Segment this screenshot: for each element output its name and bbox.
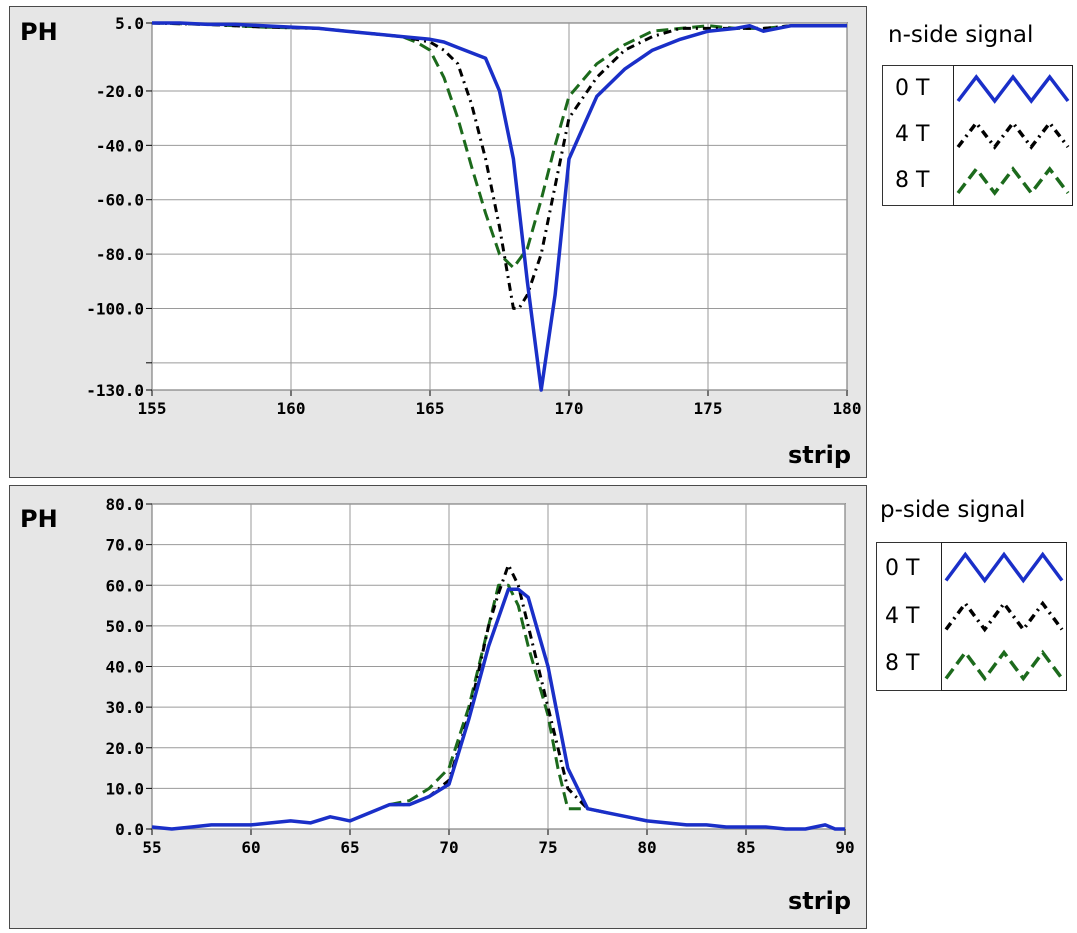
top-ytick-label: -100.0 xyxy=(86,299,144,318)
top-xtick-label: 175 xyxy=(694,399,723,418)
top-xtick-label: 160 xyxy=(277,399,306,418)
top-y-axis-label: PH xyxy=(20,18,58,46)
bottom-ytick-label: 80.0 xyxy=(105,495,144,514)
bottom-series-8-t xyxy=(389,583,608,815)
top-x-axis-label: strip xyxy=(788,441,851,469)
top-series-0-t xyxy=(152,21,847,392)
top-legend-swatch-frame xyxy=(953,65,1073,206)
legend-label-4t: 4 T xyxy=(895,122,930,147)
legend-swatch-8-t xyxy=(944,649,1064,682)
top-ytick-label: 5.0 xyxy=(115,14,144,33)
legend-label-4t: 4 T xyxy=(885,604,920,629)
top-xtick-label: 155 xyxy=(138,399,167,418)
bottom-ytick-label: 0.0 xyxy=(115,820,144,839)
bottom-legend-swatch-frame xyxy=(941,542,1067,691)
legend-swatch-4-t xyxy=(944,600,1064,633)
legend-label-0t: 0 T xyxy=(895,76,930,101)
bottom-xtick-label: 60 xyxy=(241,838,260,857)
bottom-ytick-label: 60.0 xyxy=(105,576,144,595)
bottom-xtick-label: 80 xyxy=(637,838,656,857)
legend-swatch-4-t xyxy=(956,120,1070,150)
legend-swatch-0-t xyxy=(944,551,1064,584)
bottom-xtick-label: 70 xyxy=(439,838,458,857)
legend-label-8t: 8 T xyxy=(895,168,930,193)
bottom-series-0-t xyxy=(151,587,845,831)
bottom-ytick-label: 50.0 xyxy=(105,617,144,636)
bottom-legend-swatches xyxy=(944,551,1064,682)
bottom-ytick-label: 40.0 xyxy=(105,658,144,677)
top-ytick-label: -130.0 xyxy=(86,381,144,400)
bottom-xtick-label: 75 xyxy=(538,838,557,857)
top-legend: 0 T 4 T 8 T xyxy=(882,65,1073,206)
top-series-8-t xyxy=(151,21,847,270)
bottom-x-axis-label: strip xyxy=(788,887,851,915)
top-ytick-label: -80.0 xyxy=(96,245,144,264)
bottom-y-axis-label: PH xyxy=(20,505,58,533)
bottom-legend: 0 T 4 T 8 T xyxy=(876,542,1067,691)
bottom-xtick-label: 65 xyxy=(340,838,359,857)
top-ytick-label: -40.0 xyxy=(96,136,144,155)
bottom-ytick-label: 20.0 xyxy=(105,739,144,758)
bottom-xtick-label: 90 xyxy=(835,838,854,857)
top-xtick-label: 180 xyxy=(833,399,862,418)
legend-swatch-0-t xyxy=(956,74,1070,104)
top-ytick-label: -60.0 xyxy=(96,191,144,210)
bottom-xtick-label: 85 xyxy=(736,838,755,857)
legend-label-8t: 8 T xyxy=(885,651,920,676)
legend-swatch-8-t xyxy=(956,166,1070,196)
bottom-ytick-label: 10.0 xyxy=(105,779,144,798)
legend-label-0t: 0 T xyxy=(885,556,920,581)
bottom-legend-title: p-side signal xyxy=(880,497,1026,523)
top-legend-title: n-side signal xyxy=(888,22,1034,48)
bottom-ytick-label: 30.0 xyxy=(105,698,144,717)
top-legend-swatches xyxy=(956,74,1070,196)
bottom-xtick-label: 55 xyxy=(142,838,161,857)
top-xtick-label: 170 xyxy=(555,399,584,418)
top-ytick-label: -20.0 xyxy=(96,82,144,101)
top-xtick-label: 165 xyxy=(416,399,445,418)
bottom-ytick-label: 70.0 xyxy=(105,536,144,555)
